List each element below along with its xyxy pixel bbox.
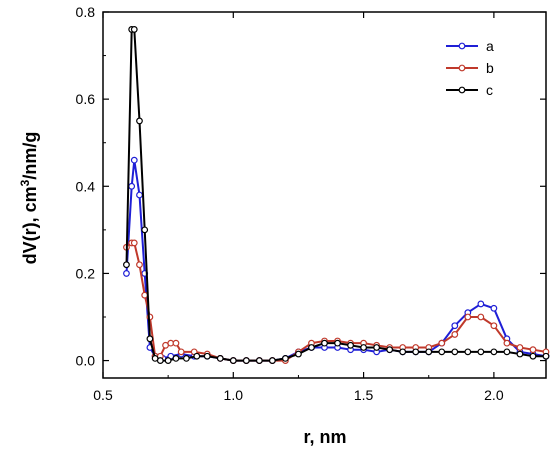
- data-point-a: [490, 304, 498, 312]
- data-point-c: [268, 357, 276, 364]
- plot-border: [102, 11, 547, 379]
- data-point-b: [477, 313, 485, 321]
- y-tick-label: 0.0: [76, 353, 96, 369]
- legend-marker: [458, 64, 466, 72]
- data-point-b: [490, 322, 498, 330]
- data-point-a: [123, 270, 130, 277]
- data-point-c: [164, 357, 172, 364]
- data-point-c: [373, 344, 381, 351]
- legend-item-a: a: [446, 38, 494, 54]
- y-tick-label: 0.4: [76, 178, 96, 194]
- data-point-b: [503, 339, 511, 347]
- data-point-a: [130, 156, 138, 164]
- data-point-c: [229, 357, 237, 364]
- legend: abc: [446, 38, 494, 98]
- legend-item-b: b: [446, 60, 494, 76]
- data-point-b: [172, 339, 180, 347]
- data-point-c: [295, 350, 302, 358]
- data-point-c: [503, 348, 511, 356]
- data-point-b: [464, 313, 472, 321]
- y-axis: 0.0 0.2 0.4 0.6 0.8: [76, 4, 546, 369]
- series-layer: [123, 26, 550, 364]
- data-point-c: [529, 352, 537, 360]
- x-tick-label: 2.0: [484, 387, 504, 403]
- data-point-c: [425, 348, 433, 356]
- y-tick-label: 0.2: [76, 265, 96, 281]
- data-point-a: [477, 300, 485, 308]
- y-axis-title-tail: /nm/g: [20, 132, 40, 180]
- x-tick-label: 0.5: [93, 387, 113, 403]
- series-line-c: [125, 28, 546, 362]
- y-tick-label: 0.6: [76, 91, 96, 107]
- data-point-c: [216, 354, 224, 362]
- x-axis: 0.5 1.0 1.5 2.0: [93, 12, 504, 403]
- x-axis-title: r, nm: [303, 427, 346, 447]
- x-tick-label: 1.0: [224, 387, 244, 403]
- data-point-c: [255, 357, 263, 364]
- data-point-c: [334, 339, 341, 347]
- data-point-b: [438, 339, 446, 347]
- data-point-c: [282, 354, 289, 362]
- series-line-a: [125, 159, 547, 362]
- series-a: [123, 156, 550, 364]
- data-point-c: [146, 335, 154, 343]
- data-point-c: [193, 352, 201, 360]
- data-point-c: [172, 354, 180, 362]
- data-point-c: [308, 344, 315, 351]
- series-c: [123, 26, 550, 364]
- y-tick-label: 0.8: [76, 4, 96, 20]
- data-point-b: [177, 348, 185, 356]
- data-point-a: [136, 191, 143, 199]
- data-point-c: [136, 117, 143, 125]
- data-point-c: [130, 26, 138, 33]
- data-point-c: [141, 226, 149, 234]
- data-point-c: [451, 348, 459, 356]
- y-axis-title: dV(r), cm3/nm/g: [18, 132, 40, 265]
- data-point-c: [399, 348, 407, 356]
- y-axis-title-main: dV(r), cm: [20, 186, 40, 264]
- data-point-c: [412, 348, 420, 356]
- data-point-c: [490, 348, 498, 356]
- data-point-c: [156, 357, 164, 364]
- data-point-c: [464, 348, 472, 356]
- data-point-a: [128, 182, 136, 190]
- data-point-c: [477, 348, 485, 356]
- data-point-b: [136, 261, 143, 269]
- data-point-c: [386, 346, 394, 354]
- data-point-c: [542, 352, 550, 360]
- data-point-b: [141, 291, 149, 299]
- data-point-b: [516, 344, 524, 351]
- data-point-c: [203, 352, 211, 360]
- data-point-c: [123, 261, 130, 269]
- data-point-b: [130, 239, 138, 247]
- legend-label: b: [486, 60, 494, 76]
- legend-label: a: [486, 38, 494, 54]
- data-point-a: [451, 322, 459, 330]
- data-point-c: [438, 348, 446, 356]
- data-point-c: [360, 344, 367, 351]
- data-point-b: [529, 346, 537, 354]
- plot-frame: [102, 11, 547, 379]
- legend-item-c: c: [446, 82, 493, 98]
- data-point-c: [242, 357, 250, 364]
- data-point-b: [451, 331, 459, 338]
- x-tick-label: 1.5: [354, 387, 374, 403]
- legend-marker: [458, 42, 466, 50]
- data-point-c: [321, 339, 328, 347]
- data-point-c: [516, 350, 524, 358]
- data-point-c: [182, 354, 190, 362]
- legend-marker: [458, 86, 466, 94]
- data-point-c: [347, 341, 354, 349]
- y-axis-title-sup: 3: [18, 179, 32, 186]
- legend-label: c: [486, 82, 493, 98]
